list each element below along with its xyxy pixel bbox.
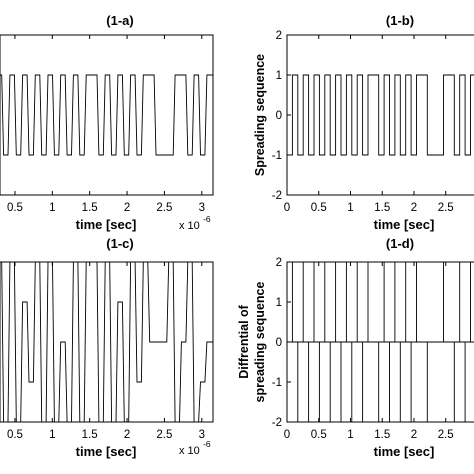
panel-1d-y-tick-label: 1 — [276, 297, 282, 309]
panel-1b-signal-line — [287, 74, 474, 156]
panel-1c-x-multiplier-exponent: -6 — [203, 439, 211, 449]
panel-1a-x-multiplier: x 10 -6 — [179, 214, 211, 232]
panel-1c-x-axis-label: time [sec] — [76, 444, 137, 459]
panel-1a-x-tick-label: 2 — [124, 202, 130, 214]
panel-1d-signal-line — [287, 262, 474, 422]
panel-1c-x-tick-label: 1 — [49, 429, 55, 441]
panel-1a-x-tick-label: 0.5 — [7, 202, 23, 214]
panel-1b-plot-area — [286, 34, 474, 196]
panel-1b-y-tick-label: -1 — [272, 150, 282, 162]
panel-1d-x-tick-label: 0 — [284, 429, 290, 441]
panel-1d-x-ticks: 00.511.522.53 — [284, 262, 454, 441]
panel-1d-x-tick-label: 1.5 — [374, 429, 390, 441]
panel-1c-x-tick-label: 2 — [124, 429, 130, 441]
panel-1c: (1-c) 0.5 1 1.5 2 2.5 3 time [sec] x 10 -6 — [0, 236, 214, 459]
panel-1d-x-tick-label: 1 — [347, 429, 353, 441]
panel-1d-y-ticks: -2 -1 0 1 2 — [272, 257, 291, 429]
panel-1b-y-axis-label: Spreading sequence — [253, 54, 267, 176]
panel-1a-x-tick-label: 2.5 — [156, 202, 172, 214]
panel-1b-x-ticks: 00.511.522.53 — [284, 35, 454, 214]
panel-1b-x-tick-label: 0.5 — [311, 202, 327, 214]
panel-1a-x-tick-label: 1 — [49, 202, 55, 214]
panel-1b-title: (1-b) — [386, 13, 414, 28]
panel-1b-y-tick-label: 2 — [276, 30, 282, 42]
panel-1a-signal-line — [0, 74, 213, 156]
panel-1c-x-multiplier: x 10 -6 — [179, 439, 211, 457]
panel-1a-x-tick-label: 3 — [199, 202, 205, 214]
panel-1d-y-axis-label-line1: Diffrential of — [237, 304, 251, 378]
panel-1c-title: (1-c) — [106, 236, 133, 251]
panel-1b-y-tick-label: -2 — [272, 190, 282, 202]
panel-1d-x-tick-label: 0.5 — [311, 429, 327, 441]
panel-1a-x-ticks: 0.5 1 1.5 2 2.5 3 — [7, 35, 205, 214]
panel-1b-x-tick-label: 0 — [284, 202, 290, 214]
panel-1c-x-tick-label: 0.5 — [7, 429, 23, 441]
panel-1d-y-tick-label: 0 — [276, 337, 282, 349]
panel-1a-x-multiplier-base: x 10 — [179, 220, 200, 232]
panel-1c-x-ticks: 0.5 1 1.5 2 2.5 3 — [7, 262, 205, 441]
panel-1a-plot-area — [0, 34, 214, 196]
panel-1d-y-axis-label-line2: spreading sequence — [253, 282, 267, 403]
panel-1b-x-tick-label: 1 — [347, 202, 353, 214]
panel-1a-x-multiplier-exponent: -6 — [203, 214, 211, 224]
panel-1a-title: (1-a) — [106, 13, 133, 28]
panel-1b-x-tick-label: 2.5 — [438, 202, 454, 214]
panel-1a: (1-a) 0.5 1 1.5 2 2.5 3 time [sec] x 10 -6 — [0, 13, 214, 232]
panel-1b-x-tick-label: 1.5 — [374, 202, 390, 214]
panel-1d-y-tick-label: 2 — [276, 257, 282, 269]
panel-1c-x-multiplier-base: x 10 — [179, 445, 200, 457]
panel-1b-x-tick-label: 2 — [411, 202, 417, 214]
panel-1c-x-tick-label: 3 — [199, 429, 205, 441]
panel-1d-title: (1-d) — [386, 236, 414, 251]
panel-1a-x-tick-label: 1.5 — [82, 202, 98, 214]
panel-1c-x-tick-label: 1.5 — [82, 429, 98, 441]
panel-1c-x-tick-label: 2.5 — [156, 429, 172, 441]
panel-1c-signal-line — [0, 262, 213, 422]
panel-1b-y-tick-label: 1 — [276, 70, 282, 82]
panel-1b-x-axis-label: time [sec] — [374, 217, 435, 232]
panel-1d-y-tick-label: -2 — [272, 417, 282, 429]
panel-1b-y-ticks: -2 -1 0 1 2 — [272, 30, 291, 202]
panel-1d-y-tick-label: -1 — [272, 377, 282, 389]
panel-1d-x-tick-label: 2 — [411, 429, 417, 441]
panel-1b-y-tick-label: 0 — [276, 110, 282, 122]
panel-1d-x-axis-label: time [sec] — [374, 444, 435, 459]
panel-1a-x-axis-label: time [sec] — [76, 217, 137, 232]
panel-1d-x-tick-label: 2.5 — [438, 429, 454, 441]
